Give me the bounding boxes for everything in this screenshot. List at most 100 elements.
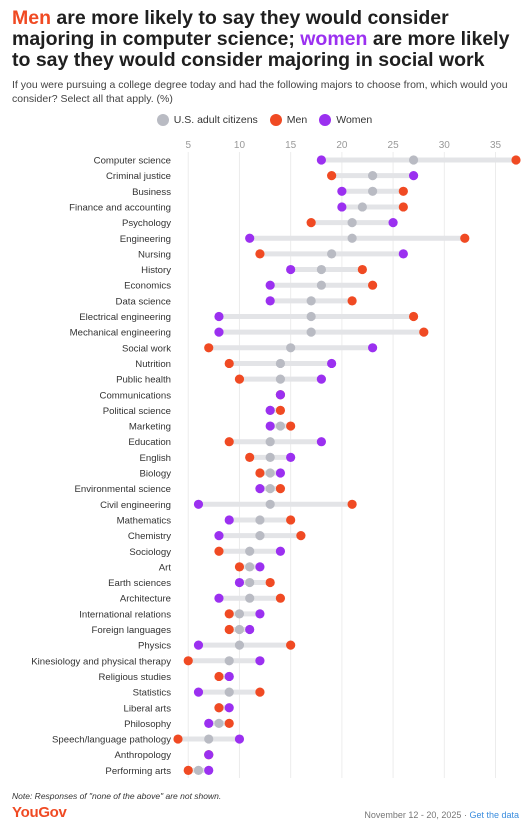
category-label: Statistics: [133, 688, 172, 699]
category-label: Sociology: [129, 547, 171, 558]
dot-all: [275, 374, 286, 384]
dot-all: [245, 562, 255, 572]
get-data-link[interactable]: Get the data: [469, 810, 519, 820]
x-tick-label: 15: [285, 140, 297, 151]
dot-all: [245, 593, 255, 603]
dot-plot-chart: 5 10 15 20 25 30 35 Computer science Criminal ju…: [31, 140, 521, 778]
dot-men: [214, 546, 224, 556]
category-label: International relations: [79, 609, 171, 620]
dot-all: [245, 577, 255, 588]
dot-men: [408, 311, 419, 322]
footer-right: November 12 - 20, 2025 · Get the data: [364, 810, 519, 820]
dot-all: [265, 468, 275, 478]
dot-women: [245, 624, 255, 635]
category-label: Environmental science: [74, 484, 171, 495]
dot-all: [204, 734, 214, 744]
category-label: Political science: [103, 406, 171, 417]
survey-dates: November 12 - 20, 2025: [364, 810, 462, 820]
dot-men: [183, 765, 193, 775]
category-label: Economics: [124, 281, 171, 292]
dot-men: [224, 624, 234, 635]
dot-all: [265, 437, 275, 447]
dot-women: [337, 186, 347, 196]
dot-men: [255, 468, 265, 478]
dot-all: [234, 609, 245, 619]
legend-label-women: Women: [336, 114, 373, 126]
dot-all: [275, 421, 286, 431]
dot-all: [265, 499, 275, 509]
x-tick-label: 25: [388, 140, 400, 151]
dot-women: [327, 358, 337, 369]
dot-all: [357, 202, 367, 212]
dot-men: [398, 202, 408, 212]
dot-women: [204, 750, 214, 760]
dot-women: [255, 609, 265, 619]
dot-all: [347, 218, 357, 228]
dot-women: [214, 593, 224, 603]
category-label: Chemistry: [128, 531, 171, 542]
dot-women: [275, 390, 286, 400]
dot-men: [368, 280, 378, 290]
category-label: Social work: [122, 343, 171, 354]
dot-women: [265, 405, 275, 415]
dot-women: [275, 468, 286, 478]
x-tick-label: 10: [234, 140, 246, 151]
dot-women: [286, 452, 296, 462]
legend-item-all: U.S. adult citizens: [156, 114, 258, 126]
dot-all: [306, 296, 316, 306]
dot-all: [234, 640, 245, 650]
dot-all: [347, 233, 357, 243]
dot-all: [306, 327, 316, 337]
footnote: Note: Responses of "none of the above" a…: [12, 791, 222, 801]
dot-men: [306, 218, 316, 228]
x-tick-label: 20: [336, 140, 348, 151]
dot-women: [214, 311, 224, 322]
category-label: Philosophy: [124, 719, 171, 730]
dot-men: [511, 155, 521, 165]
category-label: Mechanical engineering: [70, 328, 171, 339]
dot-all: [316, 264, 326, 275]
dot-all: [214, 718, 224, 729]
category-label: Earth sciences: [108, 578, 171, 589]
category-label: Civil engineering: [100, 500, 171, 511]
dot-men: [224, 609, 234, 619]
category-label: Mathematics: [117, 515, 172, 526]
dot-men: [286, 515, 296, 525]
dot-women: [255, 562, 265, 572]
chart-subtitle: If you were pursuing a college degree to…: [12, 79, 508, 105]
dot-women: [234, 577, 245, 588]
dot-men: [204, 343, 214, 353]
category-label: Finance and accounting: [69, 202, 171, 213]
category-label: Criminal justice: [106, 171, 171, 182]
dot-women: [193, 687, 204, 697]
dot-men: [275, 484, 286, 494]
dot-women: [214, 531, 224, 541]
dot-all: [327, 249, 337, 259]
legend-item-men: Men: [269, 114, 308, 126]
legend-label-men: Men: [286, 114, 308, 126]
x-tick-label: 35: [490, 140, 502, 151]
title-text-1: are more likely to say they would consid…: [12, 7, 449, 50]
dot-men: [265, 577, 275, 588]
category-label: History: [141, 265, 171, 276]
chart-legend: U.S. adult citizens Men Women: [0, 114, 529, 126]
dot-women: [224, 703, 234, 713]
dot-men: [224, 718, 234, 729]
x-tick-label: 30: [439, 140, 451, 151]
dot-women: [398, 249, 408, 259]
dot-all: [265, 452, 275, 462]
dot-men: [357, 264, 367, 275]
dot-all: [193, 765, 204, 775]
category-label: Communications: [100, 390, 172, 401]
category-label: Anthropology: [114, 750, 171, 761]
legend-swatch-men: [269, 114, 282, 126]
dot-all: [224, 656, 234, 666]
dot-all: [265, 484, 275, 494]
category-label: Business: [132, 187, 171, 198]
dot-women: [316, 155, 326, 165]
category-label: Religious studies: [98, 672, 171, 683]
dot-women: [255, 656, 265, 666]
category-label: Architecture: [120, 594, 171, 605]
dot-all: [306, 311, 316, 322]
dot-women: [408, 171, 419, 181]
